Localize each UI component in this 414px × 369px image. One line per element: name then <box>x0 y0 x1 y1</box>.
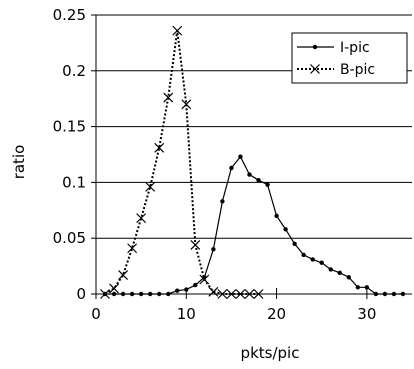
legend-item-i-pic: I-pic <box>297 40 370 56</box>
data-point <box>163 92 174 103</box>
data-point <box>274 213 279 219</box>
data-point <box>145 181 156 192</box>
data-point <box>310 257 315 262</box>
data-point <box>166 291 171 297</box>
y-tick-label: 0.2 <box>62 62 86 80</box>
data-point <box>238 154 243 159</box>
data-point <box>157 291 162 297</box>
data-point <box>109 283 119 294</box>
legend-label-b-pic: B-pic <box>340 62 375 78</box>
legend-marker-i-pic <box>312 44 318 50</box>
data-point <box>175 288 180 293</box>
data-point <box>154 142 165 153</box>
data-point <box>127 243 138 254</box>
data-point <box>391 291 397 297</box>
data-point <box>364 285 370 290</box>
x-tick-labels: 0 10 20 30 <box>91 305 376 323</box>
y-axis-title: ratio <box>10 145 28 180</box>
data-point <box>337 270 342 275</box>
legend-marker-b-pic <box>310 64 320 74</box>
data-point <box>172 25 183 36</box>
data-point <box>265 182 270 187</box>
y-tick-label: 0.25 <box>53 6 86 24</box>
data-point <box>111 291 117 297</box>
series-layer <box>100 25 406 299</box>
x-axis-title: pkts/pic <box>241 344 300 362</box>
series-b-pic <box>100 25 264 299</box>
legend: I-pic B-pic <box>291 32 408 84</box>
data-point <box>319 260 324 265</box>
data-point <box>181 99 192 110</box>
data-point <box>193 282 198 288</box>
data-point <box>253 289 264 299</box>
data-point <box>129 291 135 297</box>
x-tick-label: 30 <box>357 305 376 323</box>
series-i-pic <box>102 154 406 297</box>
data-point <box>400 291 406 297</box>
data-point <box>301 252 306 258</box>
data-point <box>328 267 333 272</box>
data-point <box>199 274 210 285</box>
y-tick-label: 0.15 <box>53 118 86 136</box>
data-point <box>120 291 126 297</box>
data-point <box>217 289 228 299</box>
data-point <box>226 289 237 299</box>
data-point <box>118 270 129 280</box>
data-point <box>211 247 216 252</box>
x-tick-label: 10 <box>177 305 196 323</box>
data-point <box>346 275 351 280</box>
data-point <box>247 172 252 177</box>
y-tick-label: 0 <box>76 285 86 303</box>
data-point <box>147 291 153 297</box>
data-point <box>292 241 297 246</box>
data-point <box>100 289 110 299</box>
series-line <box>105 155 403 295</box>
data-point <box>184 287 189 292</box>
legend-item-b-pic: B-pic <box>297 62 375 78</box>
y-tick-label: 0.05 <box>53 229 86 247</box>
data-point <box>382 291 388 297</box>
y-tick-labels: 0 0.05 0.1 0.15 0.2 0.25 <box>53 6 86 303</box>
legend-box <box>291 32 408 84</box>
x-tick-label: 0 <box>91 305 101 323</box>
data-point <box>283 227 288 232</box>
data-point <box>373 291 379 297</box>
data-point <box>256 177 261 183</box>
data-point <box>136 213 147 224</box>
legend-label-i-pic: I-pic <box>340 40 370 56</box>
data-point <box>208 286 219 297</box>
data-point <box>190 239 201 250</box>
x-tick-label: 20 <box>267 305 286 323</box>
data-point <box>355 285 361 290</box>
data-point <box>220 199 225 204</box>
data-point <box>138 291 144 297</box>
data-point <box>235 289 246 299</box>
data-point <box>244 289 255 299</box>
y-tick-label: 0.1 <box>62 173 86 191</box>
data-point <box>229 165 234 171</box>
